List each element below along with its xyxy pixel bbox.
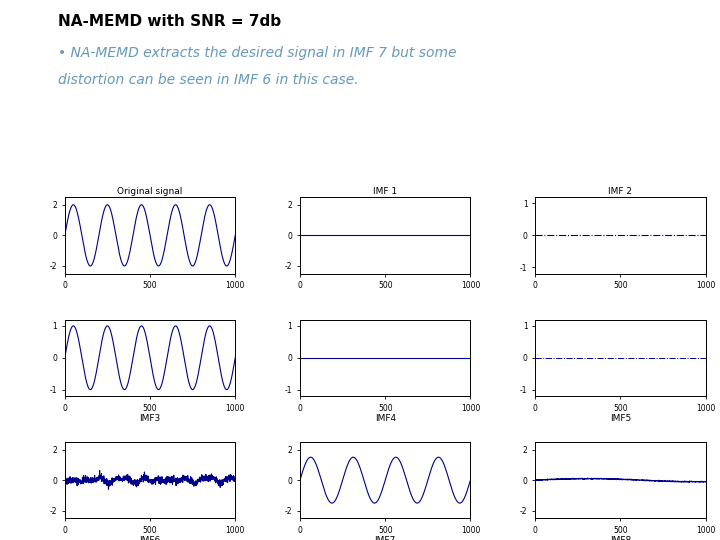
Text: NA-MEMD with SNR = 7db: NA-MEMD with SNR = 7db — [58, 14, 281, 29]
X-axis label: IMF8: IMF8 — [610, 536, 631, 540]
Text: • NA-MEMD extracts the desired signal in IMF 7 but some: • NA-MEMD extracts the desired signal in… — [58, 46, 456, 60]
X-axis label: IMF3: IMF3 — [140, 414, 161, 423]
Text: distortion can be seen in IMF 6 in this case.: distortion can be seen in IMF 6 in this … — [58, 73, 359, 87]
Title: IMF 1: IMF 1 — [373, 187, 397, 197]
Title: Original signal: Original signal — [117, 187, 183, 197]
X-axis label: IMF7: IMF7 — [374, 536, 396, 540]
X-axis label: IMF5: IMF5 — [610, 414, 631, 423]
X-axis label: IMF6: IMF6 — [140, 536, 161, 540]
X-axis label: IMF4: IMF4 — [374, 414, 396, 423]
Title: IMF 2: IMF 2 — [608, 187, 632, 197]
